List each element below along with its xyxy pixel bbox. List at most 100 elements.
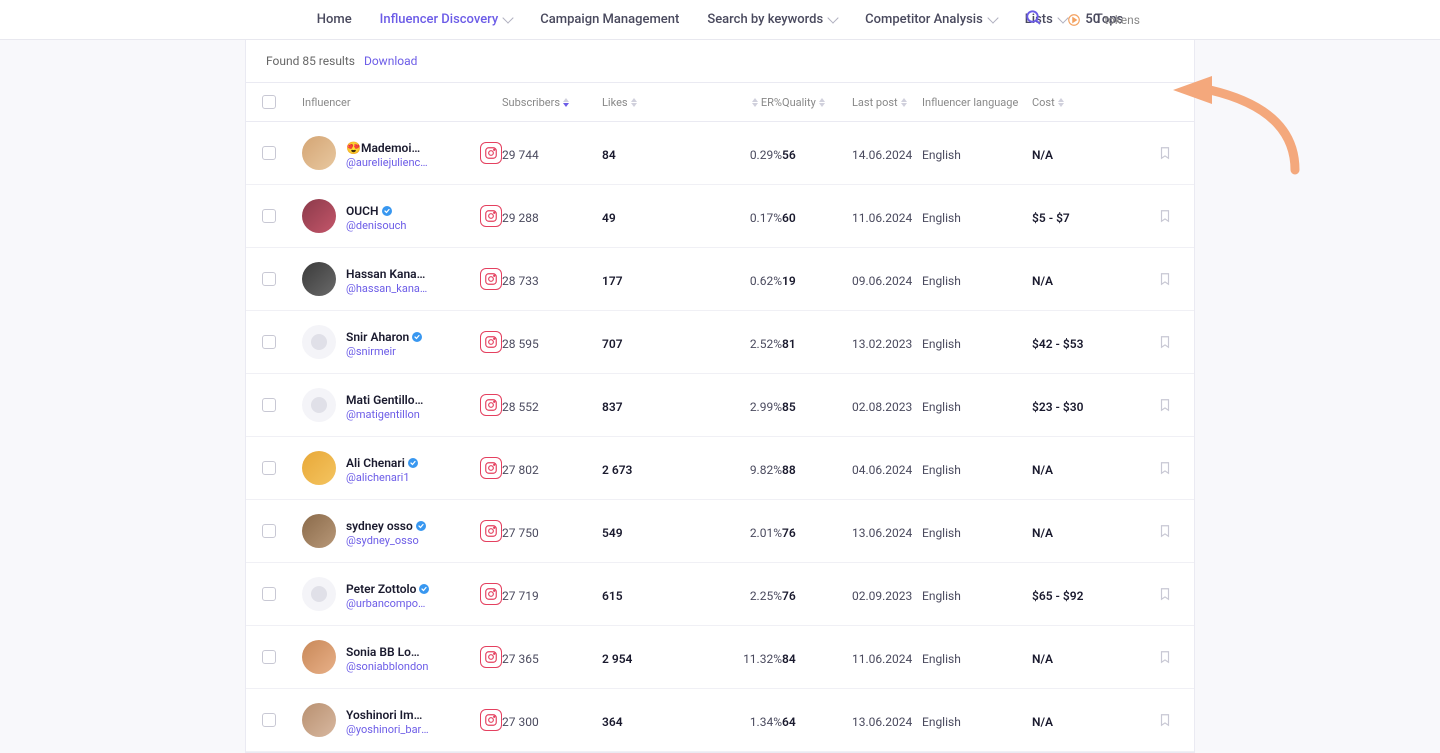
row-checkbox[interactable] <box>262 398 276 412</box>
nav-item-home[interactable]: Home <box>317 12 352 27</box>
nav-item-influencer-discovery[interactable]: Influencer Discovery <box>380 12 513 27</box>
row-checkbox[interactable] <box>262 461 276 475</box>
influencer-cell[interactable]: Yoshinori Ima...@yoshinori_barista <box>302 703 502 737</box>
col-quality-label[interactable]: Quality <box>782 96 816 109</box>
influencer-name: Peter Zottolo <box>346 582 416 596</box>
language-value: English <box>922 337 961 351</box>
bookmark-icon[interactable] <box>1158 586 1172 602</box>
row-checkbox[interactable] <box>262 272 276 286</box>
bookmark-icon[interactable] <box>1158 271 1172 287</box>
instagram-icon[interactable] <box>480 331 502 353</box>
subscribers-value: 27 802 <box>502 463 539 477</box>
bookmark-icon[interactable] <box>1158 397 1172 413</box>
bookmark-icon[interactable] <box>1158 712 1172 728</box>
select-all-checkbox[interactable] <box>262 95 276 109</box>
instagram-icon[interactable] <box>480 268 502 290</box>
influencer-cell[interactable]: Snir Aharon@snirmeir <box>302 325 502 359</box>
instagram-icon[interactable] <box>480 457 502 479</box>
sort-icon[interactable] <box>819 98 825 107</box>
influencer-cell[interactable]: 😍Mademoise...@aureliejuliencollet <box>302 136 502 170</box>
influencer-cell[interactable]: Hassan Kanaa...@hassan_kanaan_a <box>302 262 502 296</box>
bookmark-icon[interactable] <box>1158 145 1172 161</box>
er-value: 2.01% <box>750 526 782 540</box>
col-lastpost-label[interactable]: Last post <box>852 96 898 109</box>
row-checkbox[interactable] <box>262 524 276 538</box>
sort-icon[interactable] <box>631 98 637 107</box>
influencer-cell[interactable]: Peter Zottolo@urbancompositio <box>302 577 502 611</box>
lastpost-value: 09.06.2024 <box>852 274 912 288</box>
quality-value: 76 <box>782 526 796 540</box>
sort-icon[interactable] <box>752 98 758 107</box>
er-value: 0.62% <box>750 274 782 288</box>
col-likes-label[interactable]: Likes <box>602 96 628 109</box>
instagram-icon[interactable] <box>480 520 502 542</box>
influencer-cell[interactable]: Mati Gentillon...@matigentillon <box>302 388 502 422</box>
influencer-cell[interactable]: Sonia BB Lon...@soniabblondon <box>302 640 502 674</box>
lastpost-value: 11.06.2024 <box>852 652 912 666</box>
quality-value: 81 <box>782 337 796 351</box>
bookmark-icon[interactable] <box>1158 649 1172 665</box>
sort-icon[interactable] <box>1058 98 1064 107</box>
table-row: sydney osso@sydney_osso27 7505492.01%761… <box>246 500 1194 563</box>
likes-value: 177 <box>602 274 623 288</box>
influencer-cell[interactable]: sydney osso@sydney_osso <box>302 514 502 548</box>
nav-item-competitor-analysis[interactable]: Competitor Analysis <box>865 12 997 27</box>
col-er-label[interactable]: ER% <box>761 96 782 109</box>
influencer-cell[interactable]: OUCH@denisouch <box>302 199 502 233</box>
influencer-handle: @soniabblondon <box>346 660 430 673</box>
avatar <box>302 703 336 737</box>
results-count: Found 85 results <box>266 54 355 68</box>
language-value: English <box>922 274 961 288</box>
subscribers-value: 28 595 <box>502 337 539 351</box>
bookmark-icon[interactable] <box>1158 208 1172 224</box>
sort-icon[interactable] <box>901 98 907 107</box>
instagram-icon[interactable] <box>480 646 502 668</box>
instagram-icon[interactable] <box>480 142 502 164</box>
row-checkbox[interactable] <box>262 335 276 349</box>
lastpost-value: 04.06.2024 <box>852 463 912 477</box>
subscribers-value: 29 288 <box>502 211 539 225</box>
avatar <box>302 388 336 422</box>
instagram-icon[interactable] <box>480 394 502 416</box>
influencer-handle: @sydney_osso <box>346 534 430 547</box>
sort-icon[interactable] <box>563 98 569 107</box>
nav-item-campaign-management[interactable]: Campaign Management <box>540 12 679 27</box>
influencer-name: OUCH <box>346 204 379 218</box>
download-link[interactable]: Download <box>364 54 417 68</box>
tokens-label: tokens <box>1104 13 1140 27</box>
cost-value: $23 - $30 <box>1032 400 1084 414</box>
row-checkbox[interactable] <box>262 650 276 664</box>
bookmark-icon[interactable] <box>1158 334 1172 350</box>
top-nav: Home Influencer Discovery Campaign Managem… <box>0 0 1440 40</box>
influencer-cell[interactable]: Ali Chenari@alichenari1 <box>302 451 502 485</box>
influencer-name: Mati Gentillon... <box>346 393 426 407</box>
col-influencer-label[interactable]: Influencer <box>302 96 351 109</box>
language-value: English <box>922 463 961 477</box>
nav-item-search-by-keywords[interactable]: Search by keywords <box>707 12 837 27</box>
avatar <box>302 577 336 611</box>
row-checkbox[interactable] <box>262 146 276 160</box>
cost-value: $65 - $92 <box>1032 589 1084 603</box>
verified-badge-icon <box>411 331 423 343</box>
col-cost-label[interactable]: Cost <box>1032 96 1055 109</box>
row-checkbox[interactable] <box>262 209 276 223</box>
bookmark-icon[interactable] <box>1158 460 1172 476</box>
col-language-label[interactable]: Influencer language <box>922 96 1018 109</box>
instagram-icon[interactable] <box>480 709 502 731</box>
influencer-name: Snir Aharon <box>346 330 409 344</box>
instagram-icon[interactable] <box>480 205 502 227</box>
row-checkbox[interactable] <box>262 713 276 727</box>
influencer-handle: @denisouch <box>346 219 430 232</box>
search-icon[interactable] <box>1025 9 1043 31</box>
col-subscribers-label[interactable]: Subscribers <box>502 96 560 109</box>
quality-value: 56 <box>782 148 796 162</box>
table-row: 😍Mademoise...@aureliejuliencollet29 7448… <box>246 122 1194 185</box>
results-table: Found 85 results Download Influencer Sub… <box>245 40 1195 753</box>
instagram-icon[interactable] <box>480 583 502 605</box>
lastpost-value: 02.09.2023 <box>852 589 912 603</box>
bookmark-icon[interactable] <box>1158 523 1172 539</box>
er-value: 2.52% <box>750 337 782 351</box>
row-checkbox[interactable] <box>262 587 276 601</box>
table-row: Snir Aharon@snirmeir28 5957072.52%8113.0… <box>246 311 1194 374</box>
likes-value: 2 673 <box>602 463 632 477</box>
